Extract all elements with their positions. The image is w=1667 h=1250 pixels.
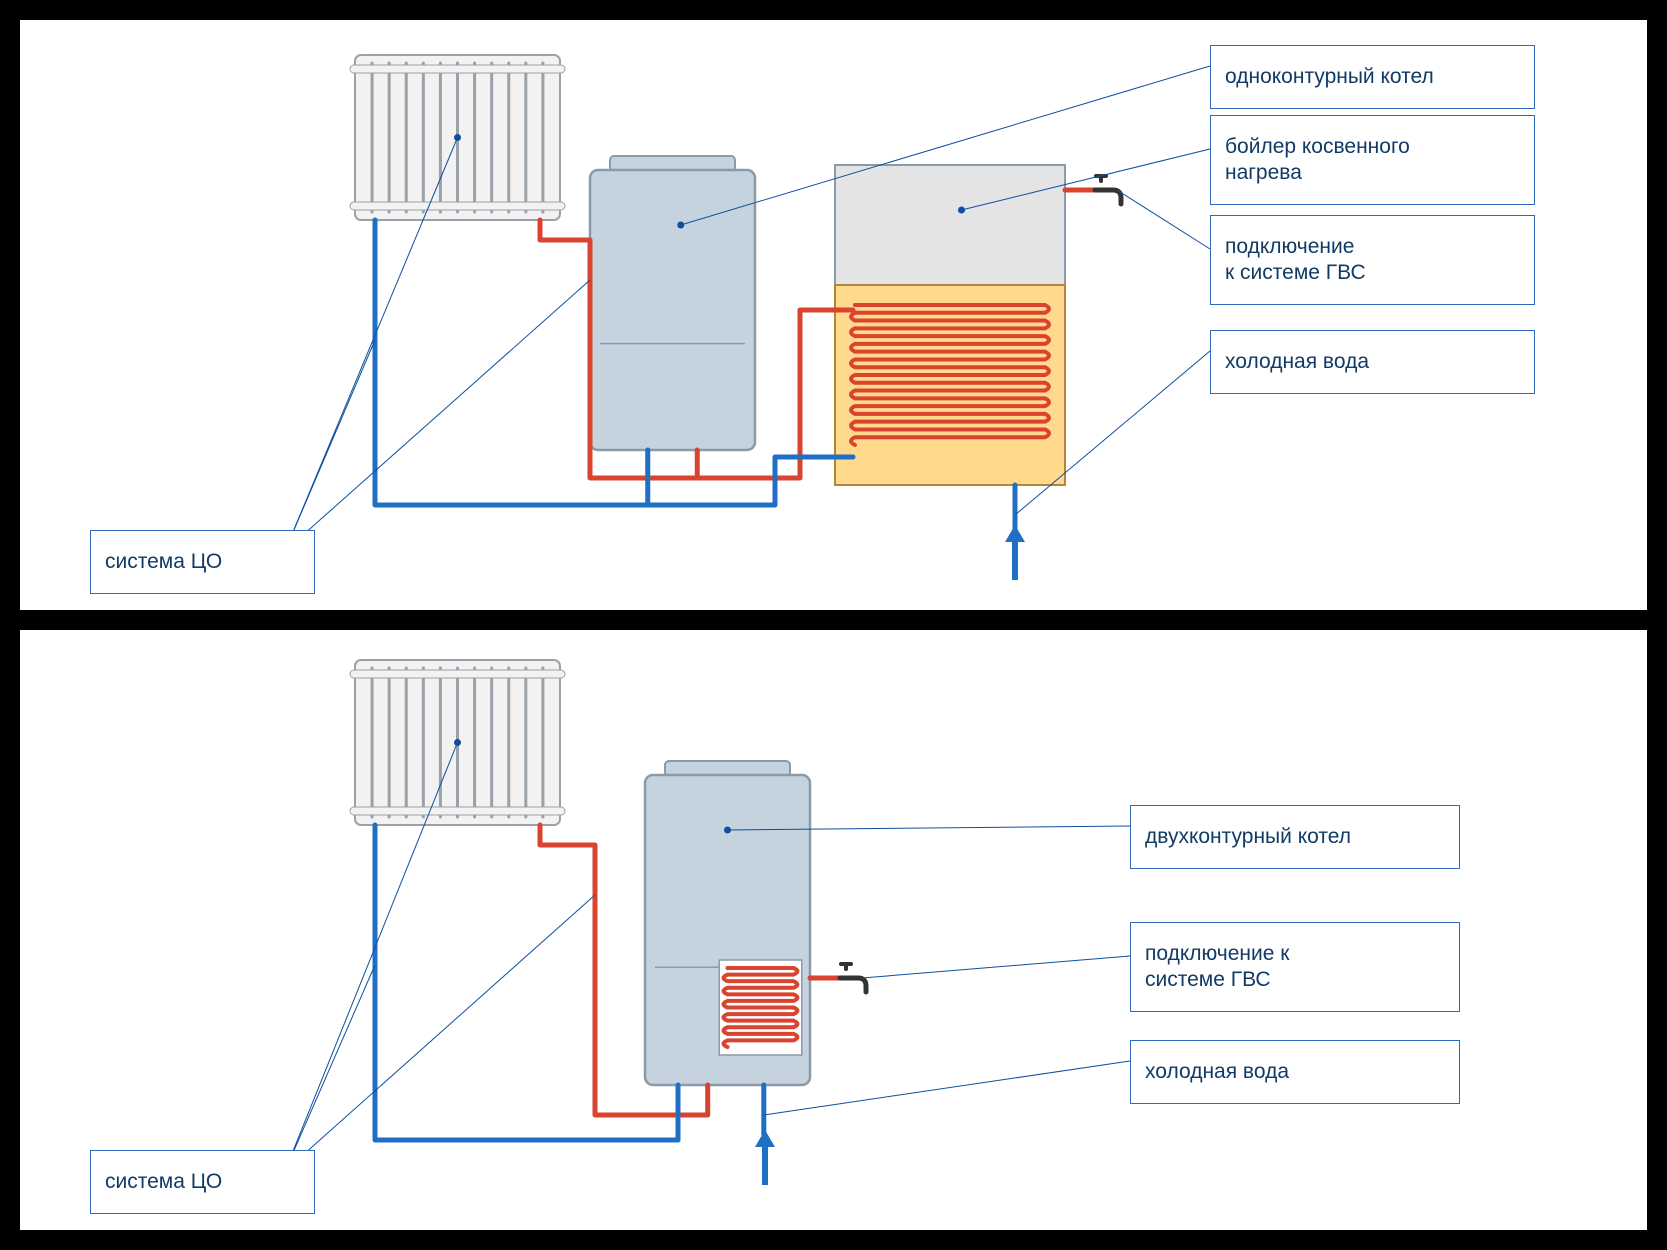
label-dhw-bot: подключение ксистеме ГВС [1130,922,1460,1012]
label-system-top: система ЦО [90,530,315,594]
single-circuit-diagram: система ЦО одноконтурный котел бойлер ко… [20,20,1647,610]
label-boiler-top: одноконтурный котел [1210,45,1535,109]
label-system-bot: система ЦО [90,1150,315,1214]
label-cold-bot: холодная вода [1130,1040,1460,1104]
label-tank-top: бойлер косвенногонагрева [1210,115,1535,205]
label-boiler-bot: двухконтурный котел [1130,805,1460,869]
label-dhw-top: подключениек системе ГВС [1210,215,1535,305]
dual-circuit-diagram: система ЦО двухконтурный котел подключен… [20,630,1647,1230]
label-cold-top: холодная вода [1210,330,1535,394]
